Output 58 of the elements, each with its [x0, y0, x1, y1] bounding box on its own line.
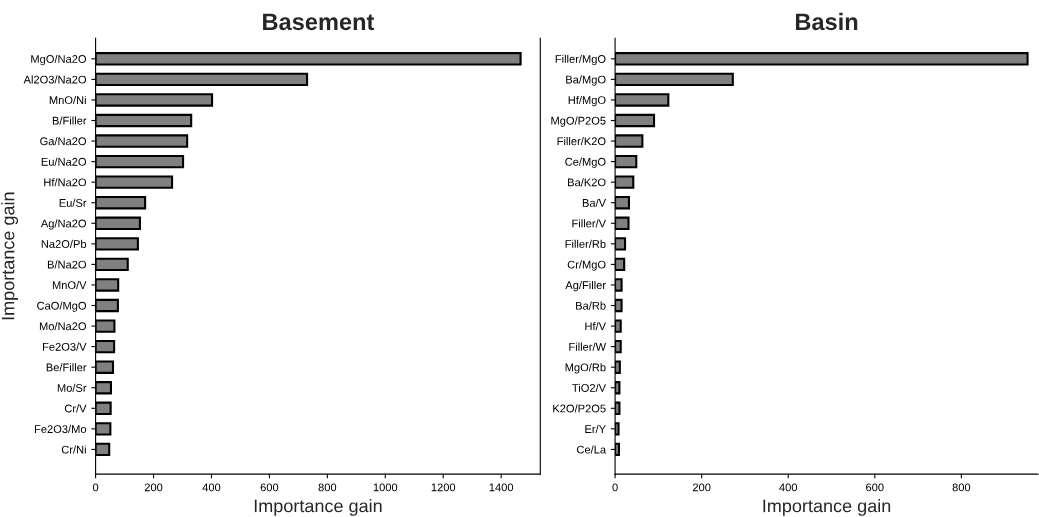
y-tick-label: Filler/MgO — [555, 54, 606, 66]
y-tick-label: Hf/MgO — [568, 95, 606, 107]
y-tick-label: MgO/Rb — [565, 363, 606, 374]
chart-title: Basin — [795, 12, 858, 31]
y-tick-label: MnO/Ni — [49, 95, 86, 105]
y-tick-label: Mo/Sr — [57, 383, 87, 392]
x-tick-label: 1000 — [373, 483, 398, 492]
y-tick-label: K2O/P2O5 — [553, 404, 606, 413]
y-tick-label: Ce/La — [576, 445, 607, 454]
x-tick-label: 200 — [692, 483, 711, 492]
y-tick-label: Fe2O3/Mo — [34, 424, 87, 433]
y-tick-label: Ba/V — [582, 198, 607, 207]
y-tick-label: TiO2/V — [572, 383, 607, 392]
y-tick-label: B/Filler — [52, 116, 87, 125]
x-tick-label: 600 — [866, 483, 884, 492]
y-tick-label: Ag/Filler — [565, 280, 606, 292]
x-axis-title: Importance gain — [254, 499, 382, 516]
y-tick-label: Al2O3/Na2O — [23, 75, 87, 84]
x-tick-label: 0 — [612, 483, 618, 492]
x-axis-title: Importance gain — [763, 499, 891, 516]
y-tick-label: Cr/Ni — [61, 445, 86, 454]
y-tick-label: Er/Y — [585, 424, 606, 433]
y-tick-label: Filler/Rb — [565, 239, 606, 248]
chart-title: Basement — [263, 13, 375, 31]
y-tick-label: Fe2O3/V — [43, 342, 87, 351]
y-tick-label: Ga/Na2O — [40, 137, 87, 146]
y-tick-label: B/Na2O — [47, 260, 87, 269]
y-tick-label: Na2O/Pb — [41, 239, 87, 248]
y-tick-label: MnO/V — [52, 280, 87, 290]
x-tick-label: 600 — [260, 483, 279, 492]
y-tick-label: Hf/Na2O — [44, 178, 87, 187]
y-tick-label: Filler/V — [572, 219, 607, 228]
y-tick-label: Mo/Na2O — [39, 322, 87, 331]
x-tick-label: 400 — [202, 483, 221, 492]
y-tick-label: Ag/Na2O — [40, 219, 87, 230]
x-tick-label: 0 — [92, 483, 99, 492]
x-tick-label: 800 — [318, 483, 337, 492]
y-tick-label: Eu/Na2O — [41, 157, 87, 166]
y-tick-label: Ba/MgO — [566, 75, 606, 86]
y-tick-label: Eu/Sr — [59, 198, 87, 207]
y-tick-label: Hf/V — [585, 322, 607, 331]
y-tick-label: Ba/Rb — [576, 301, 606, 310]
y-tick-label: MgO/Na2O — [31, 54, 87, 66]
y-tick-label: Be/Filler — [46, 363, 87, 372]
x-tick-label: 1400 — [489, 483, 514, 492]
y-axis-title: Importance gain — [1, 192, 19, 320]
x-tick-label: 800 — [952, 483, 971, 492]
x-tick-label: 1200 — [431, 483, 456, 492]
y-tick-label: Filler/K2O — [557, 137, 606, 146]
y-tick-label: MgO/P2O5 — [551, 116, 606, 127]
x-tick-label: 200 — [144, 483, 163, 492]
y-tick-label: Ce/MgO — [565, 157, 606, 168]
y-tick-label: CaO/MgO — [37, 301, 87, 312]
y-tick-label: Ba/K2O — [568, 178, 606, 187]
y-tick-label: Filler/W — [569, 342, 607, 351]
x-tick-label: 400 — [779, 483, 798, 492]
y-tick-label: Cr/MgO — [567, 260, 606, 271]
y-tick-label: Cr/V — [64, 404, 87, 413]
